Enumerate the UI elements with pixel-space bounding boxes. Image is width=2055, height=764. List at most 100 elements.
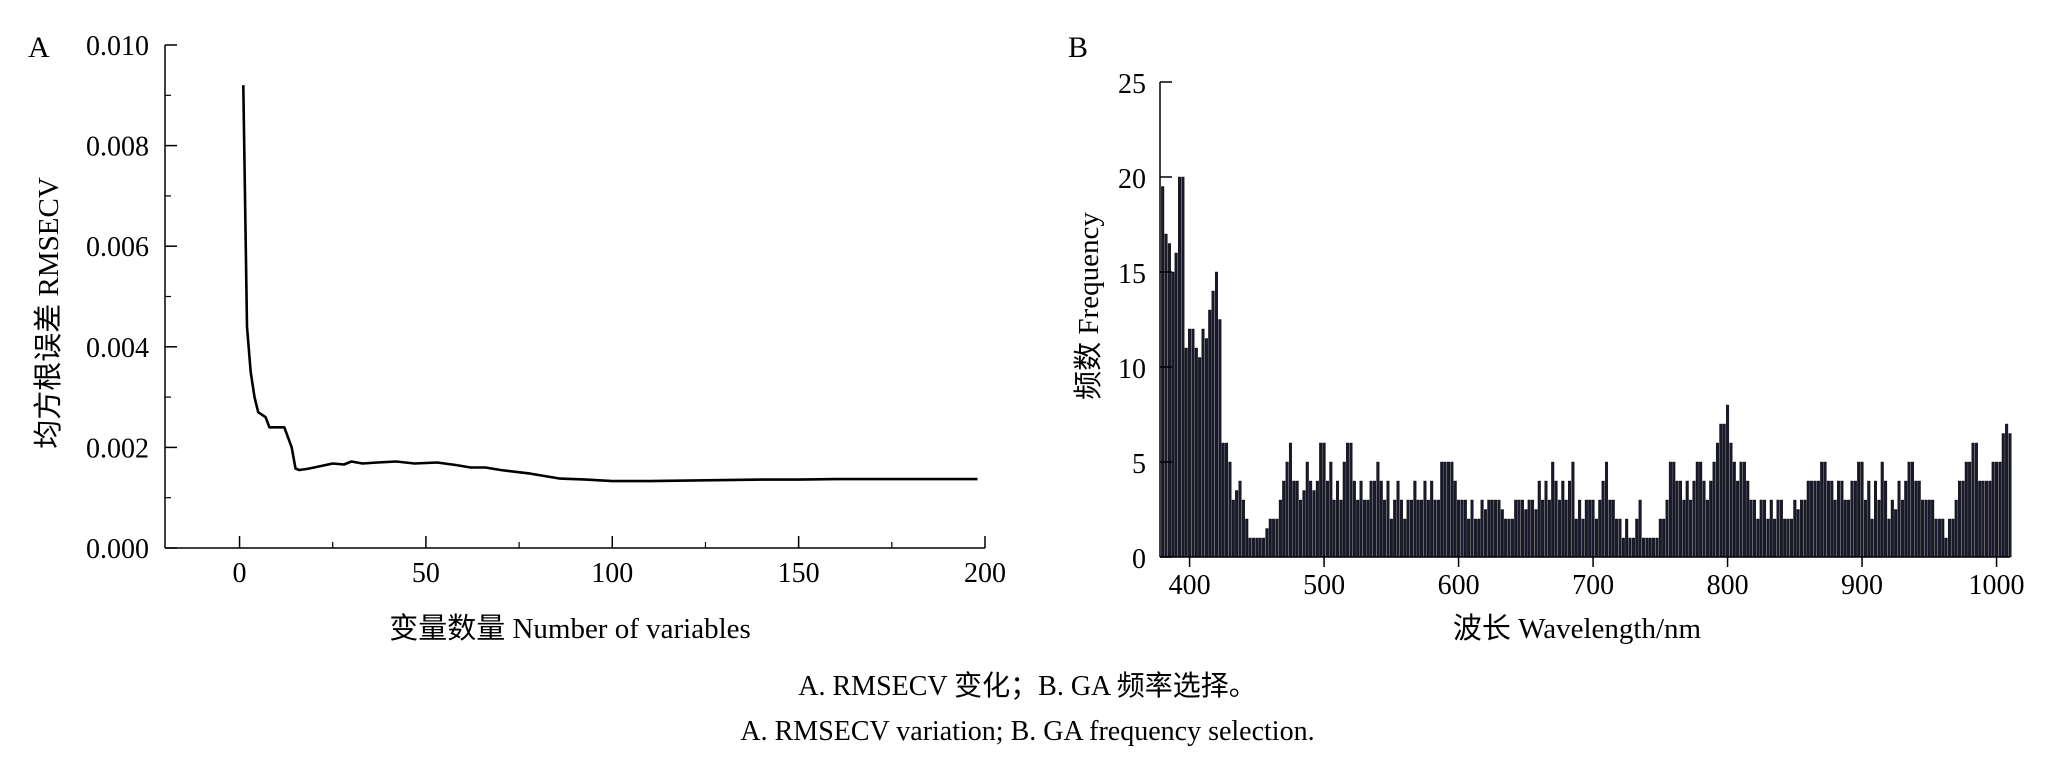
- panel-b-bar: [1863, 499, 1867, 558]
- panel-b-bar: [1557, 499, 1561, 558]
- panel-b-x-tick-label: 900: [1841, 570, 1883, 601]
- panel-b-bar: [1241, 499, 1245, 558]
- panel-b-bar: [1379, 480, 1383, 558]
- panel-b-bar: [1984, 480, 1988, 558]
- panel-b-bar: [1776, 499, 1780, 558]
- panel-b-bar: [1342, 461, 1346, 558]
- panel-b-bar: [1386, 480, 1390, 558]
- panel-b-bar: [1766, 518, 1770, 558]
- panel-b-bar: [1581, 518, 1585, 558]
- panel-b-bar: [1995, 461, 1999, 558]
- panel-b-bar: [1446, 461, 1451, 558]
- panel-b-bar: [1988, 480, 1992, 558]
- panel-a-x-tick-label: 100: [591, 558, 633, 589]
- panel-b-bar: [1524, 509, 1528, 558]
- panel-b-bar: [1850, 480, 1854, 558]
- panel-b-bar: [1605, 461, 1609, 558]
- panel-b-bar: [1322, 442, 1326, 558]
- panel-b-bar: [1568, 480, 1572, 558]
- panel-b-bar: [1171, 271, 1175, 558]
- panel-b-bar: [1887, 518, 1891, 558]
- panel-b-bar: [1897, 480, 1901, 558]
- panel-b-bar: [1763, 499, 1767, 558]
- panel-a-y-tick-label: 0.010: [86, 31, 149, 62]
- panel-b-bar: [1709, 480, 1713, 558]
- panel-b-bar: [1914, 480, 1918, 558]
- panel-b-bar: [1890, 499, 1894, 558]
- panel-b-bar: [1278, 499, 1282, 558]
- panel-b-bar: [1265, 528, 1269, 558]
- panel-b-x-axis-title: 波长 Wavelength/nm: [1453, 612, 1702, 645]
- panel-b-y-tick-label: 0: [1132, 544, 1146, 575]
- panel-b-bar: [1699, 461, 1703, 558]
- panel-b-axes: [1159, 82, 2010, 558]
- panel-b-bar: [1399, 499, 1403, 558]
- panel-b-bar: [1618, 518, 1622, 558]
- panel-b-bar: [1299, 499, 1303, 558]
- panel-a-x-tick-label: 0: [233, 558, 247, 589]
- panel-b-bar: [1692, 480, 1696, 558]
- panel-b-bar: [1413, 480, 1417, 558]
- panel-b-bar: [1430, 480, 1434, 558]
- panel-b-bar: [1598, 499, 1602, 558]
- panel-a-x-ticks: 0 50 100 150 200: [233, 536, 1006, 589]
- panel-b-bar: [1638, 499, 1642, 558]
- panel-b-bar: [1504, 518, 1508, 558]
- panel-b-y-ticks: 0 5 10 15 20 25: [1118, 69, 1172, 575]
- panel-b-y-tick-label: 10: [1118, 354, 1146, 385]
- panel-b-bar: [1436, 499, 1440, 558]
- panel-b-bar: [1248, 537, 1252, 558]
- panel-b-bar: [1796, 509, 1800, 558]
- panel-a-axes: [164, 45, 985, 549]
- panel-b-bar: [1208, 309, 1212, 558]
- panel-b-bar: [1409, 499, 1414, 558]
- panel-b-bar: [1961, 480, 1965, 558]
- panel-b-y-tick-label: 5: [1132, 449, 1146, 480]
- panel-b-bar: [1978, 480, 1982, 558]
- panel-b-bar: [1806, 480, 1810, 558]
- panel-b-bar: [1715, 442, 1719, 558]
- panel-b-bar: [1514, 499, 1518, 558]
- panel-b-bar: [1941, 518, 1945, 558]
- panel-b-bar: [1376, 461, 1380, 558]
- panel-b-bar: [1719, 423, 1723, 558]
- panel-b-bar: [2001, 433, 2005, 558]
- panel-b-bar: [1625, 518, 1629, 558]
- panel-b-bar: [1403, 518, 1407, 558]
- panel-b-bar: [1292, 480, 1296, 558]
- panel-b-bar: [1931, 499, 1935, 558]
- panel-b-bar: [1954, 499, 1958, 558]
- panel-b-bar: [1729, 442, 1733, 558]
- panel-b-bar: [1655, 537, 1659, 558]
- panel-b-bar: [1574, 518, 1578, 558]
- panel-a-x-tick-label: 200: [964, 558, 1006, 589]
- panel-b-bar: [1258, 537, 1262, 558]
- panel-b-bar: [1621, 537, 1625, 558]
- panel-b-bar: [1231, 499, 1235, 558]
- panel-b-bar: [1393, 499, 1397, 558]
- panel-b-bar: [1803, 499, 1807, 558]
- panel-b-bar: [1756, 518, 1760, 558]
- panel-b-bar: [1867, 480, 1871, 558]
- panel-a-y-tick-label: 0.004: [86, 333, 149, 364]
- panel-b-bar: [1702, 480, 1706, 558]
- panel-b-bar: [1678, 480, 1683, 558]
- panel-b-bar: [1440, 461, 1444, 558]
- panel-b-x-tick-label: 400: [1169, 570, 1211, 601]
- panel-b-bar: [1813, 480, 1817, 558]
- panel-b-bar: [1853, 480, 1857, 558]
- panel-b-bar: [1406, 499, 1410, 558]
- panel-b-bar: [1251, 537, 1255, 558]
- panel-b-bar: [1329, 461, 1333, 558]
- panel-b-bar: [1396, 480, 1400, 558]
- panel-b-bar: [1937, 518, 1941, 558]
- panel-b-bar: [1221, 442, 1225, 558]
- panel-b-bar: [1900, 499, 1904, 558]
- panel-b-bar: [1164, 233, 1168, 558]
- panel-b-bar: [1450, 461, 1454, 558]
- panel-b-bar: [1191, 328, 1195, 558]
- panel-b-bar: [1746, 480, 1750, 558]
- panel-b-bar: [1833, 499, 1837, 558]
- panel-b-bar: [1800, 499, 1804, 558]
